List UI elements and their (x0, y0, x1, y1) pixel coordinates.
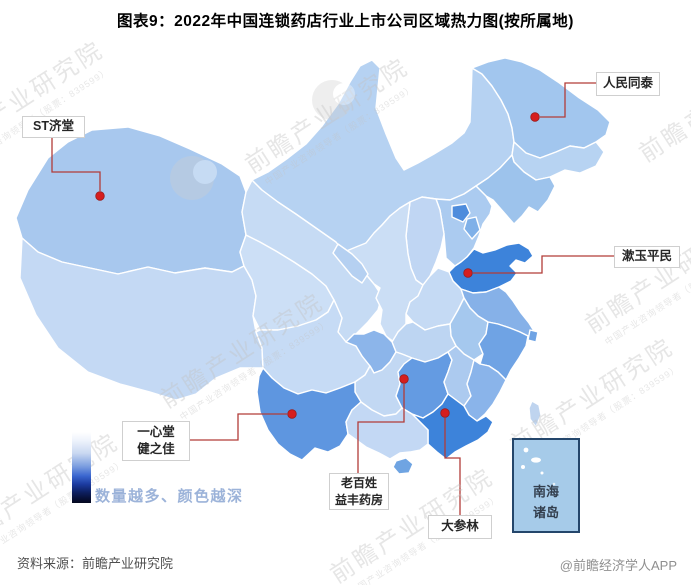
province-zhejiang (478, 321, 529, 381)
callout-label: ST济堂 (33, 119, 74, 134)
callout-label: 漱玉平民 (621, 249, 672, 264)
province-guangdong (411, 393, 494, 460)
callout-label: 益丰药房 (334, 492, 383, 507)
south-china-sea-inset: 南海 诸岛 (512, 438, 580, 533)
marker-shandong (463, 268, 473, 278)
marker-xinjiang (95, 191, 105, 201)
callout-renmin-tongtai: 人民同泰 (596, 72, 660, 96)
marker-yunnan (287, 409, 297, 419)
marker-hunan (399, 374, 409, 384)
callout-line-renmin-tongtai (540, 82, 596, 118)
marker-heilongjiang (530, 112, 540, 122)
callout-shuyu-pingmin: 漱玉平民 (614, 246, 680, 268)
callout-laobaixing-yifeng: 老百姓 益丰药房 (329, 473, 389, 510)
islands-icon (521, 447, 556, 486)
province-taiwan (528, 400, 542, 428)
province-ningxia (332, 243, 369, 284)
page-title: 图表9：2022年中国连锁药店行业上市公司区域热力图(按所属地) (117, 13, 574, 30)
callout-line-laobaixing (357, 384, 405, 473)
inset-label: 南海 诸岛 (514, 482, 578, 524)
callout-line-shuyu-pingmin (473, 255, 614, 274)
province-guangxi (345, 401, 429, 460)
inset-label-line1: 南海 (532, 484, 559, 499)
marker-guangdong (440, 408, 450, 418)
app-credit: @前瞻经济学人APP (559, 558, 677, 573)
callout-label: 人民同泰 (602, 76, 653, 91)
callout-yixintang-jianzhijia: 一心堂 健之佳 (122, 421, 190, 461)
callout-label: 大参林 (441, 519, 479, 534)
legend-label: 数量越多、颜色越深 (95, 488, 244, 505)
callout-label: 一心堂 (137, 424, 175, 439)
province-fujian (463, 359, 507, 422)
province-shanghai (527, 329, 539, 343)
legend-gradient-bar (72, 432, 91, 503)
callout-line-st-jitang (51, 136, 101, 191)
callout-dashenlin: 大参林 (428, 515, 492, 539)
source-note: 资料来源：前瞻产业研究院 (17, 556, 174, 571)
province-xinjiang (15, 126, 247, 275)
callout-line-dashenlin (444, 418, 461, 515)
inset-label-line2: 诸岛 (532, 504, 559, 520)
province-tianjin (463, 216, 481, 240)
province-beijing (451, 203, 471, 223)
callout-label: 健之佳 (137, 442, 175, 456)
callout-label: 老百姓 (340, 475, 377, 490)
callout-st-jitang: ST济堂 (22, 116, 85, 138)
province-hainan (392, 457, 414, 475)
callout-line-yixintang (188, 413, 287, 441)
